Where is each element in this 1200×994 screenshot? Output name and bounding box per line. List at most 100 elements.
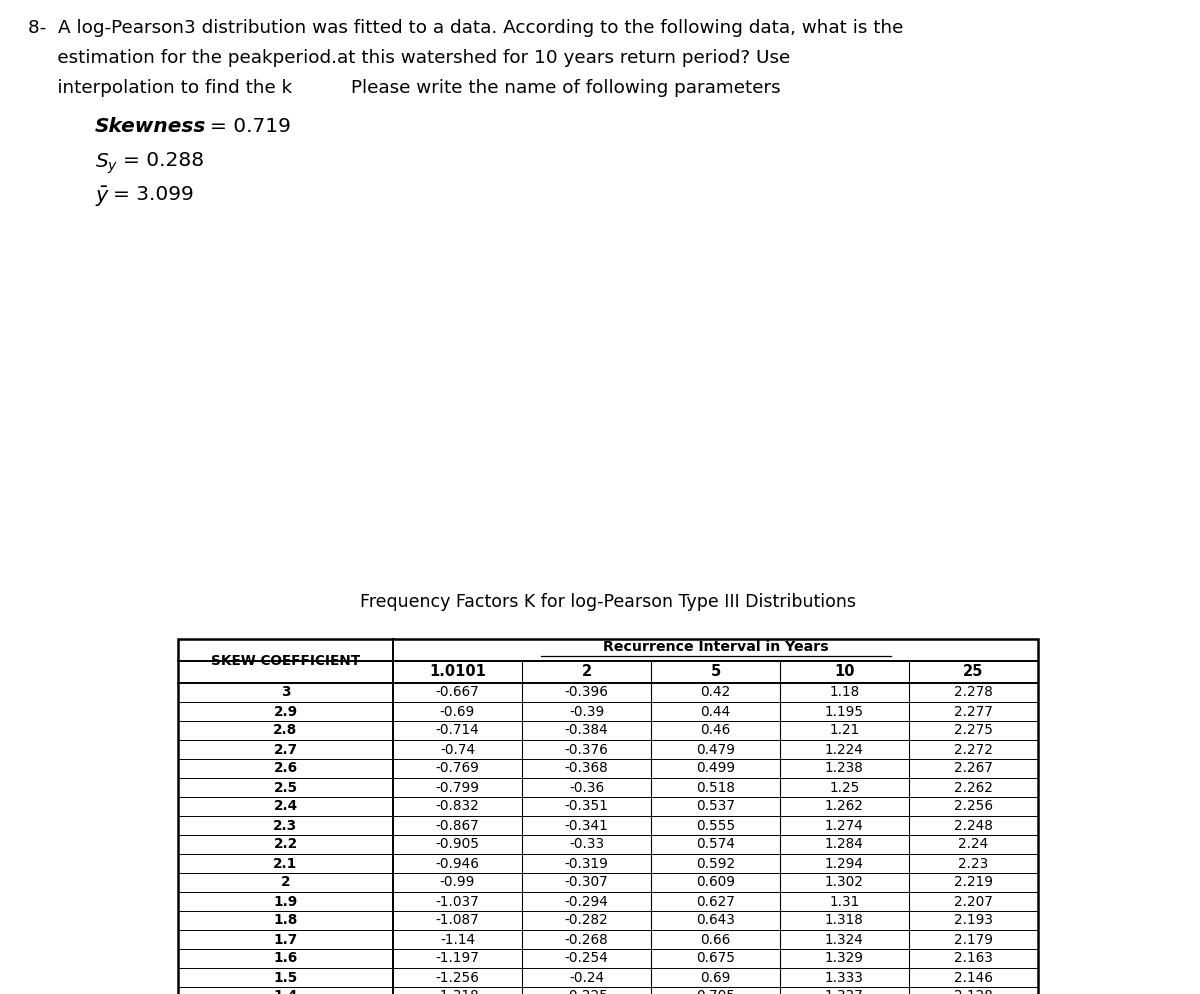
Text: 1.318: 1.318 bbox=[826, 913, 864, 927]
Text: 25: 25 bbox=[964, 665, 984, 680]
Text: 1.262: 1.262 bbox=[826, 799, 864, 813]
Text: 0.592: 0.592 bbox=[696, 857, 736, 871]
Text: -1.318: -1.318 bbox=[436, 989, 479, 994]
Text: 2.207: 2.207 bbox=[954, 895, 992, 909]
Text: 0.46: 0.46 bbox=[701, 724, 731, 738]
Text: 2.9: 2.9 bbox=[274, 705, 298, 719]
Text: 2.278: 2.278 bbox=[954, 686, 992, 700]
Text: 0.44: 0.44 bbox=[701, 705, 731, 719]
Text: -0.946: -0.946 bbox=[436, 857, 480, 871]
Text: 2.163: 2.163 bbox=[954, 951, 992, 965]
Text: 1.21: 1.21 bbox=[829, 724, 859, 738]
Text: estimation for the peakperiod.at this watershed for 10 years return period? Use: estimation for the peakperiod.at this wa… bbox=[28, 49, 791, 67]
Text: 1.0101: 1.0101 bbox=[430, 665, 486, 680]
Text: $S_y$: $S_y$ bbox=[95, 151, 119, 176]
Text: 2.2: 2.2 bbox=[274, 838, 298, 852]
Text: -0.294: -0.294 bbox=[564, 895, 608, 909]
Text: interpolation to find the k          Please write the name of following paramete: interpolation to find the k Please write… bbox=[28, 79, 781, 97]
Text: -0.74: -0.74 bbox=[440, 743, 475, 756]
Text: 2.24: 2.24 bbox=[959, 838, 989, 852]
Text: Frequency Factors K for log-Pearson Type III Distributions: Frequency Factors K for log-Pearson Type… bbox=[360, 593, 856, 611]
Text: 2.277: 2.277 bbox=[954, 705, 992, 719]
Text: -1.256: -1.256 bbox=[436, 970, 480, 984]
Text: 2.272: 2.272 bbox=[954, 743, 992, 756]
Text: 0.499: 0.499 bbox=[696, 761, 736, 775]
Text: 2.262: 2.262 bbox=[954, 780, 992, 794]
Text: -0.905: -0.905 bbox=[436, 838, 480, 852]
Text: -0.268: -0.268 bbox=[565, 932, 608, 946]
Text: 1.6: 1.6 bbox=[274, 951, 298, 965]
Text: 2.23: 2.23 bbox=[959, 857, 989, 871]
Text: SKEW COEFFICIENT: SKEW COEFFICIENT bbox=[211, 654, 360, 668]
Text: 2.128: 2.128 bbox=[954, 989, 992, 994]
Text: 5: 5 bbox=[710, 665, 721, 680]
Text: 0.609: 0.609 bbox=[696, 876, 734, 890]
Text: -0.307: -0.307 bbox=[565, 876, 608, 890]
Text: -1.087: -1.087 bbox=[436, 913, 479, 927]
Text: 2.4: 2.4 bbox=[274, 799, 298, 813]
Text: 8-  A log-Pearson3 distribution was fitted to a data. According to the following: 8- A log-Pearson3 distribution was fitte… bbox=[28, 19, 904, 37]
Text: 1.333: 1.333 bbox=[826, 970, 864, 984]
Text: 1.238: 1.238 bbox=[826, 761, 864, 775]
Text: 0.69: 0.69 bbox=[701, 970, 731, 984]
Text: 0.643: 0.643 bbox=[696, 913, 734, 927]
Text: -0.225: -0.225 bbox=[564, 989, 608, 994]
Text: 0.627: 0.627 bbox=[696, 895, 734, 909]
Text: -0.99: -0.99 bbox=[440, 876, 475, 890]
Text: 0.479: 0.479 bbox=[696, 743, 734, 756]
Text: 0.42: 0.42 bbox=[701, 686, 731, 700]
Text: 1.324: 1.324 bbox=[826, 932, 864, 946]
Text: -0.769: -0.769 bbox=[436, 761, 480, 775]
Text: 3: 3 bbox=[281, 686, 290, 700]
Text: -0.799: -0.799 bbox=[436, 780, 480, 794]
Text: 1.7: 1.7 bbox=[274, 932, 298, 946]
Text: -0.832: -0.832 bbox=[436, 799, 479, 813]
Text: -0.319: -0.319 bbox=[564, 857, 608, 871]
Text: -1.037: -1.037 bbox=[436, 895, 479, 909]
Text: 1.8: 1.8 bbox=[274, 913, 298, 927]
Text: -0.24: -0.24 bbox=[569, 970, 604, 984]
Text: 2: 2 bbox=[281, 876, 290, 890]
Text: 0.518: 0.518 bbox=[696, 780, 734, 794]
Text: 1.302: 1.302 bbox=[826, 876, 864, 890]
Text: 1.337: 1.337 bbox=[826, 989, 864, 994]
Text: 1.4: 1.4 bbox=[274, 989, 298, 994]
Text: 10: 10 bbox=[834, 665, 854, 680]
Text: 1.5: 1.5 bbox=[274, 970, 298, 984]
Text: 2.146: 2.146 bbox=[954, 970, 992, 984]
Text: -0.714: -0.714 bbox=[436, 724, 479, 738]
Text: 1.274: 1.274 bbox=[826, 818, 864, 833]
Text: 0.66: 0.66 bbox=[701, 932, 731, 946]
Text: 2.8: 2.8 bbox=[274, 724, 298, 738]
Text: -1.14: -1.14 bbox=[440, 932, 475, 946]
Text: 2.7: 2.7 bbox=[274, 743, 298, 756]
Text: = 0.719: = 0.719 bbox=[210, 117, 290, 136]
Text: 0.555: 0.555 bbox=[696, 818, 736, 833]
Text: -0.36: -0.36 bbox=[569, 780, 604, 794]
Text: -0.667: -0.667 bbox=[436, 686, 479, 700]
Text: 2.5: 2.5 bbox=[274, 780, 298, 794]
Text: 2.275: 2.275 bbox=[954, 724, 994, 738]
Text: 1.25: 1.25 bbox=[829, 780, 859, 794]
Text: 0.537: 0.537 bbox=[696, 799, 734, 813]
Text: 1.18: 1.18 bbox=[829, 686, 859, 700]
Text: 1.31: 1.31 bbox=[829, 895, 859, 909]
Text: 0.675: 0.675 bbox=[696, 951, 734, 965]
Text: 2.179: 2.179 bbox=[954, 932, 994, 946]
Text: -0.341: -0.341 bbox=[565, 818, 608, 833]
Bar bbox=[178, 639, 1038, 994]
Text: 1.9: 1.9 bbox=[274, 895, 298, 909]
Text: -0.254: -0.254 bbox=[564, 951, 608, 965]
Text: 0.574: 0.574 bbox=[696, 838, 734, 852]
Text: 1.294: 1.294 bbox=[826, 857, 864, 871]
Text: -0.69: -0.69 bbox=[440, 705, 475, 719]
Text: 2.3: 2.3 bbox=[274, 818, 298, 833]
Text: 2.248: 2.248 bbox=[954, 818, 992, 833]
Text: -0.384: -0.384 bbox=[565, 724, 608, 738]
Text: 1.329: 1.329 bbox=[826, 951, 864, 965]
Text: -0.396: -0.396 bbox=[564, 686, 608, 700]
Text: 2.256: 2.256 bbox=[954, 799, 994, 813]
Text: $\bar{y}$: $\bar{y}$ bbox=[95, 185, 110, 209]
Text: -0.351: -0.351 bbox=[564, 799, 608, 813]
Text: 2.1: 2.1 bbox=[274, 857, 298, 871]
